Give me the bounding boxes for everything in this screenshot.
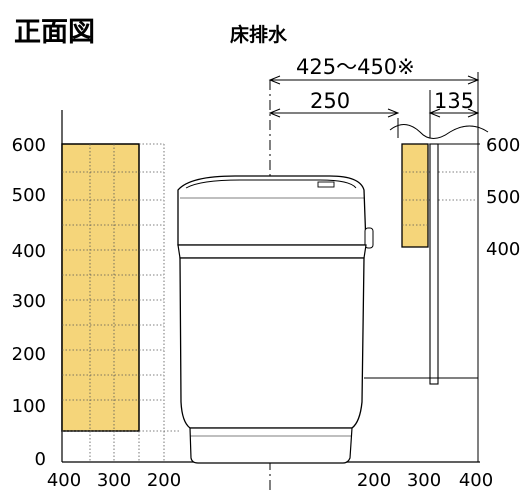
x-axis-labels: 400 300 200 200 300 400 — [47, 470, 493, 490]
side-knob-icon — [364, 227, 374, 249]
toilet-seat — [177, 244, 367, 259]
left-area-grid — [62, 143, 180, 462]
left-installation-area — [61, 143, 140, 432]
x-tick-label-right: 400 — [459, 470, 493, 490]
toilet-body — [179, 257, 365, 429]
x-tick-label-left: 200 — [147, 470, 181, 490]
y-axis-left-labels: 600 500 400 300 200 100 0 — [12, 135, 46, 470]
dim-overall-label: 425～450※ — [296, 55, 415, 79]
x-tick-label-left: 300 — [97, 470, 131, 490]
y-axis-right-labels: 600 500 400 — [486, 135, 520, 260]
y-tick-label: 400 — [12, 241, 46, 262]
y-tick-label: 100 — [12, 396, 46, 417]
x-tick-label-right: 200 — [357, 470, 391, 490]
y-tick-label-right: 400 — [486, 239, 520, 260]
y-tick-label: 300 — [12, 291, 46, 312]
dim-center-label: 250 — [310, 89, 350, 113]
wall-panel — [429, 143, 439, 385]
y-tick-label-right: 600 — [486, 135, 520, 156]
diagram-title: 正面図 — [14, 17, 95, 48]
diagram-subtitle: 床排水 — [230, 24, 288, 46]
right-installation-area — [401, 143, 429, 248]
toilet-base — [189, 427, 353, 464]
y-tick-label: 500 — [12, 185, 46, 206]
dimension-lines — [268, 72, 480, 144]
dim-wall-label: 135 — [434, 89, 474, 113]
y-tick-label: 0 — [35, 449, 46, 470]
toilet-lid — [177, 175, 367, 246]
x-tick-label-right: 300 — [407, 470, 441, 490]
y-tick-label: 200 — [12, 344, 46, 365]
y-tick-label: 600 — [12, 135, 46, 156]
y-tick-label-right: 500 — [486, 187, 520, 208]
x-tick-label-left: 400 — [47, 470, 81, 490]
control-button-icon — [317, 181, 335, 188]
break-line — [389, 124, 489, 139]
